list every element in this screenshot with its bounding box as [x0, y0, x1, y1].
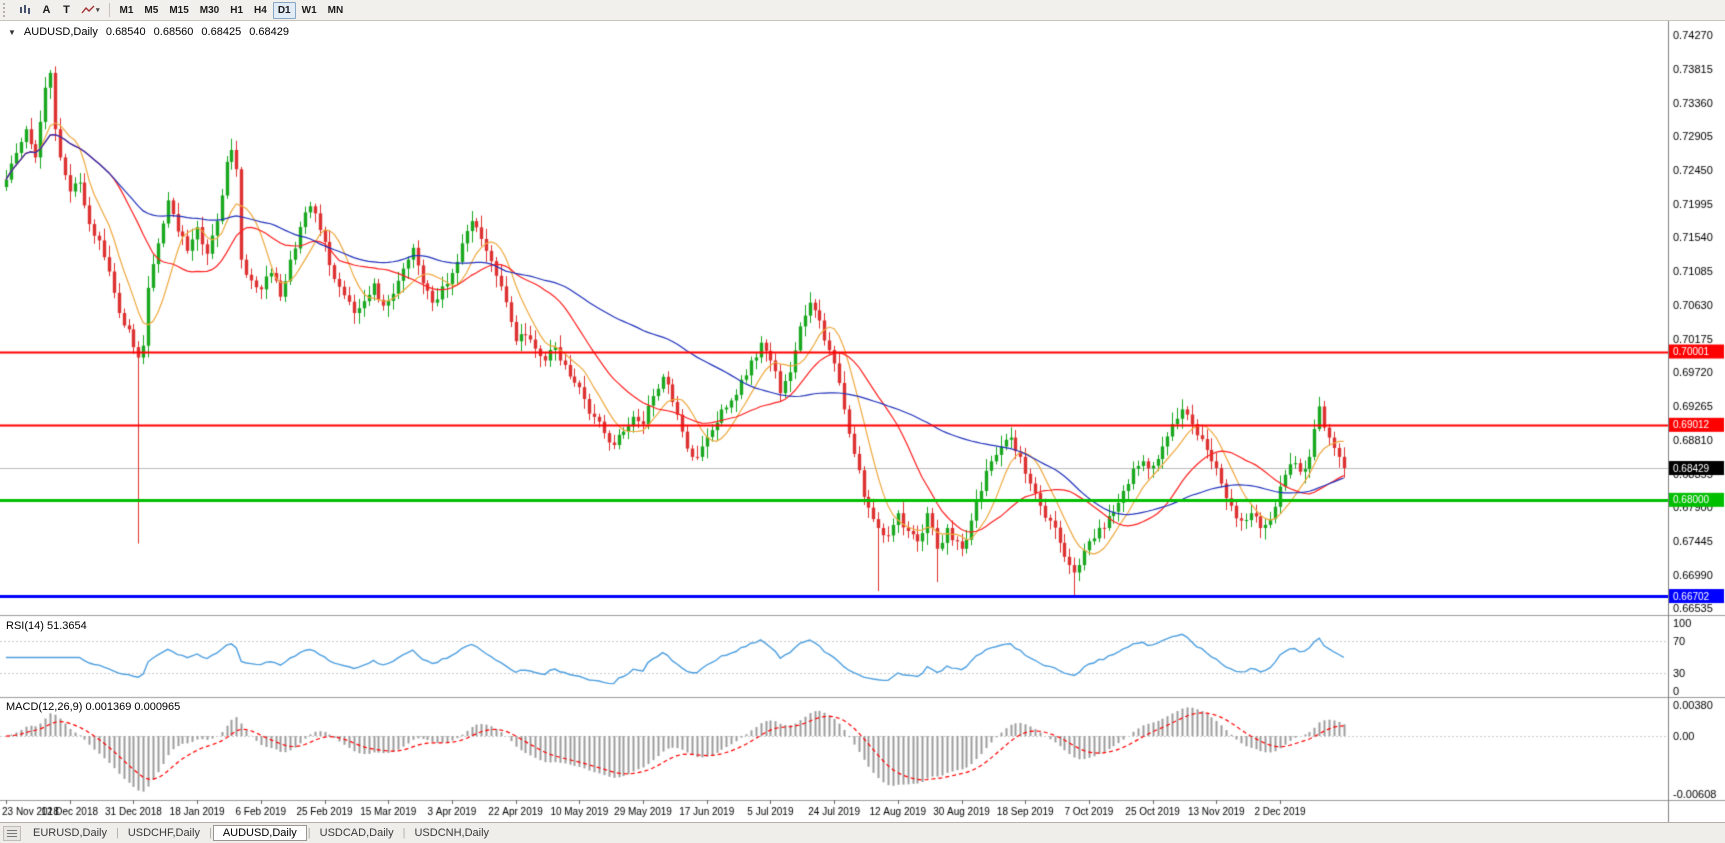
timeframe-mn-button[interactable]: MN — [327, 4, 344, 16]
tab-separator: | — [208, 827, 212, 839]
chart-tabbar: EURUSD,Daily | USDCHF,Daily | AUDUSD,Daily | U… — [0, 822, 1725, 843]
symbol-tabs: EURUSD,Daily | USDCHF,Daily | AUDUSD,Daily | U… — [24, 823, 498, 843]
chart-canvas[interactable] — [0, 21, 1725, 822]
timeframe-h1-button[interactable]: H1 — [230, 4, 244, 16]
candlestick-chart-icon — [20, 5, 30, 14]
timeframe-m15-button[interactable]: M15 — [169, 4, 189, 16]
one-click-trading-arrow[interactable]: ▼ — [8, 27, 16, 37]
tab-usdcnh[interactable]: USDCNH,Daily — [414, 827, 490, 839]
polyline-icon — [81, 5, 95, 13]
tab-usdchf[interactable]: USDCHF,Daily — [127, 827, 200, 839]
tab-separator: | — [402, 827, 406, 839]
toolbar-separator — [108, 3, 110, 17]
chevron-down-icon: ▾ — [96, 7, 100, 14]
timeframe-d1-button[interactable]: D1 — [272, 1, 296, 19]
timeframe-buttons: M1 M5 M15 M30 H1 H4 D1 W1 MN — [115, 1, 349, 19]
timeframe-m1-button[interactable]: M1 — [119, 4, 134, 16]
chart-display-icon[interactable] — [15, 2, 36, 19]
toolbar: A T ▾ M1 M5 M15 M30 H1 H4 D1 W1 MN — [0, 0, 1725, 21]
timeframe-w1-button[interactable]: W1 — [301, 4, 317, 16]
window-list-icon[interactable] — [3, 825, 21, 841]
tab-separator: | — [115, 827, 119, 839]
polyline-tool-button[interactable]: ▾ — [77, 2, 104, 19]
text-tool-button[interactable]: A — [42, 4, 51, 16]
timeframe-m5-button[interactable]: M5 — [144, 4, 159, 16]
timeframe-m30-button[interactable]: M30 — [199, 4, 220, 16]
trendline-tool-button[interactable]: T — [63, 4, 70, 16]
tab-usdcad[interactable]: USDCAD,Daily — [319, 827, 394, 839]
timeframe-h4-button[interactable]: H4 — [254, 4, 267, 16]
tab-eurusd[interactable]: EURUSD,Daily — [33, 827, 107, 839]
tab-separator: | — [307, 827, 311, 839]
tab-audusd[interactable]: AUDUSD,Daily — [212, 825, 307, 841]
toolbar-grip[interactable] — [3, 3, 10, 17]
